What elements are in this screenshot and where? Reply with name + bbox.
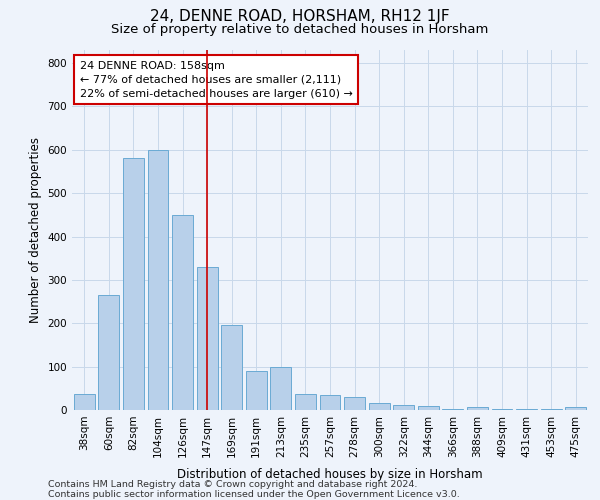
Bar xyxy=(98,295,119,410)
Bar xyxy=(491,409,512,410)
X-axis label: Distribution of detached houses by size in Horsham: Distribution of detached houses by size … xyxy=(177,468,483,481)
Bar xyxy=(516,409,537,410)
Bar xyxy=(418,406,439,410)
Bar xyxy=(123,158,144,410)
Bar xyxy=(246,371,267,410)
Bar xyxy=(320,395,340,410)
Text: 24 DENNE ROAD: 158sqm
← 77% of detached houses are smaller (2,111)
22% of semi-d: 24 DENNE ROAD: 158sqm ← 77% of detached … xyxy=(80,61,353,99)
Bar xyxy=(565,406,586,410)
Bar xyxy=(172,215,193,410)
Y-axis label: Number of detached properties: Number of detached properties xyxy=(29,137,42,323)
Bar xyxy=(368,404,389,410)
Text: Contains HM Land Registry data © Crown copyright and database right 2024.
Contai: Contains HM Land Registry data © Crown c… xyxy=(48,480,460,499)
Bar xyxy=(74,394,95,410)
Text: Size of property relative to detached houses in Horsham: Size of property relative to detached ho… xyxy=(112,23,488,36)
Bar xyxy=(467,406,488,410)
Bar xyxy=(197,267,218,410)
Bar xyxy=(541,409,562,410)
Bar xyxy=(221,326,242,410)
Bar xyxy=(442,409,463,410)
Bar xyxy=(393,405,414,410)
Bar xyxy=(148,150,169,410)
Text: 24, DENNE ROAD, HORSHAM, RH12 1JF: 24, DENNE ROAD, HORSHAM, RH12 1JF xyxy=(150,9,450,24)
Bar xyxy=(344,397,365,410)
Bar xyxy=(295,394,316,410)
Bar xyxy=(271,366,292,410)
